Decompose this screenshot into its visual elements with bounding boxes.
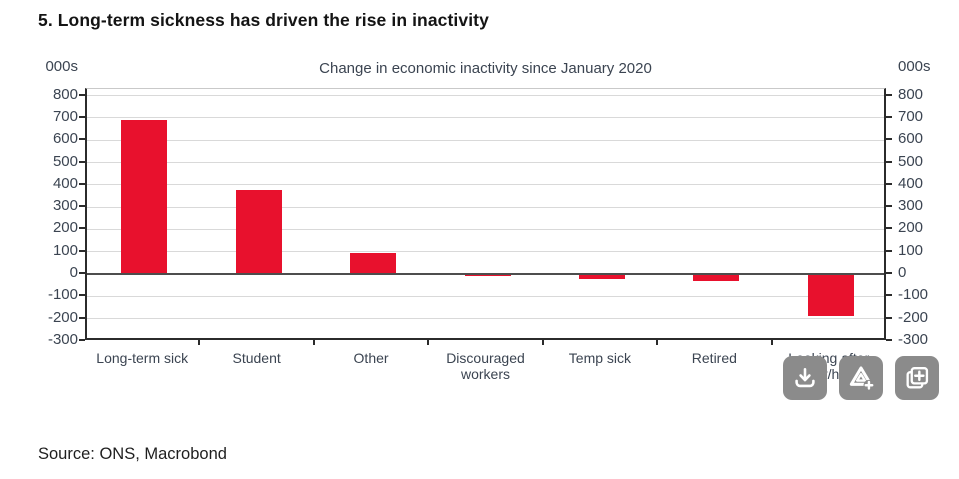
bar bbox=[350, 252, 397, 275]
y-axis-label-right: -300 bbox=[898, 331, 929, 348]
y-axis-tick-right bbox=[886, 249, 892, 252]
category-label: Student bbox=[232, 350, 281, 366]
y-axis-tick-left bbox=[79, 339, 85, 341]
y-axis-label-right: 0 bbox=[898, 264, 907, 282]
y-axis-label-left: 300 bbox=[52, 197, 78, 215]
y-axis-tick-right bbox=[886, 115, 892, 118]
y-axis-label-left: 400 bbox=[52, 174, 78, 192]
y-axis-tick-left bbox=[79, 205, 85, 208]
plot-area bbox=[85, 88, 886, 340]
y-axis-label-left: -300 bbox=[47, 331, 78, 348]
y-axis-unit-left: 000s bbox=[45, 58, 78, 75]
gridline bbox=[87, 206, 884, 208]
add-chart-button[interactable] bbox=[839, 356, 883, 400]
download-button[interactable] bbox=[783, 356, 827, 400]
y-axis-label-right: 400 bbox=[898, 174, 924, 192]
source-caption: Source: ONS, Macrobond bbox=[38, 445, 227, 463]
y-axis-label-left: 600 bbox=[52, 130, 78, 148]
chart-title: Change in economic inactivity since Janu… bbox=[319, 60, 652, 77]
y-axis-tick-left bbox=[79, 182, 85, 185]
duplicate-plus-icon bbox=[903, 364, 931, 392]
x-axis-tick bbox=[427, 340, 430, 345]
bar bbox=[121, 120, 168, 275]
download-icon bbox=[791, 364, 819, 392]
x-axis-tick bbox=[770, 340, 773, 345]
category-label: Retired bbox=[691, 350, 737, 366]
y-axis-label-left: 200 bbox=[52, 219, 78, 237]
y-axis-tick-left bbox=[79, 294, 85, 297]
y-axis-tick-right bbox=[886, 339, 892, 341]
gridline bbox=[87, 318, 884, 320]
y-axis-tick-left bbox=[79, 115, 85, 118]
y-axis-label-right: 700 bbox=[898, 107, 924, 125]
x-axis-tick bbox=[656, 340, 659, 345]
y-axis-tick-left bbox=[79, 160, 85, 163]
gridline bbox=[87, 117, 884, 119]
gridline bbox=[87, 184, 884, 186]
y-axis-tick-right bbox=[886, 93, 892, 96]
bar bbox=[807, 274, 854, 317]
y-axis-tick-right bbox=[886, 227, 892, 230]
y-axis-tick-left bbox=[79, 227, 85, 230]
y-axis-tick-right bbox=[886, 316, 892, 319]
category-label: Other bbox=[353, 350, 389, 366]
x-axis-tick bbox=[198, 340, 201, 345]
y-axis-tick-left bbox=[79, 249, 85, 252]
y-axis-tick-right bbox=[886, 138, 892, 141]
gridline bbox=[87, 139, 884, 141]
y-axis-unit-right: 000s bbox=[898, 58, 931, 75]
x-axis-tick bbox=[312, 340, 315, 345]
y-axis-tick-right bbox=[886, 160, 892, 163]
y-axis-label-left: 0 bbox=[69, 264, 78, 282]
y-axis-tick-right bbox=[886, 182, 892, 185]
category-label: Long-term sick bbox=[96, 350, 189, 366]
x-axis-tick bbox=[541, 340, 544, 345]
gridline bbox=[87, 295, 884, 297]
gridline bbox=[87, 162, 884, 164]
y-axis-label-left: -100 bbox=[47, 286, 78, 304]
gridline bbox=[87, 251, 884, 253]
y-axis-label-right: 100 bbox=[898, 241, 924, 259]
gridline bbox=[87, 228, 884, 230]
y-axis-label-left: 500 bbox=[52, 152, 78, 170]
zero-line bbox=[87, 273, 884, 276]
duplicate-chart-button[interactable] bbox=[895, 356, 939, 400]
y-axis-label-left: 100 bbox=[52, 241, 78, 259]
y-axis-label-left: 800 bbox=[52, 85, 78, 103]
category-label: Temp sick bbox=[568, 350, 632, 366]
y-axis-tick-right bbox=[886, 205, 892, 208]
y-axis-label-left: 700 bbox=[52, 107, 78, 125]
bar bbox=[235, 190, 282, 275]
triangle-logo-plus-icon bbox=[847, 364, 875, 392]
y-axis-label-right: 500 bbox=[898, 152, 924, 170]
category-label: Discouraged workers bbox=[446, 350, 525, 383]
y-axis-label-right: -200 bbox=[898, 308, 929, 326]
y-axis-tick-left bbox=[79, 272, 85, 275]
y-axis-label-left: -200 bbox=[47, 308, 78, 326]
y-axis-label-right: 600 bbox=[898, 130, 924, 148]
y-axis-label-right: 200 bbox=[898, 219, 924, 237]
y-axis-label-right: 800 bbox=[898, 85, 924, 103]
bar bbox=[578, 274, 625, 279]
gridline bbox=[87, 95, 884, 97]
y-axis-tick-left bbox=[79, 93, 85, 96]
y-axis-tick-left bbox=[79, 138, 85, 141]
y-axis-label-right: 300 bbox=[898, 197, 924, 215]
y-axis-tick-right bbox=[886, 272, 892, 275]
y-axis-tick-right bbox=[886, 294, 892, 297]
chart-toolbar bbox=[783, 356, 939, 400]
y-axis-tick-left bbox=[79, 316, 85, 319]
y-axis-label-right: -100 bbox=[898, 286, 929, 304]
page-title: 5. Long-term sickness has driven the ris… bbox=[38, 10, 489, 30]
bar bbox=[693, 274, 740, 281]
